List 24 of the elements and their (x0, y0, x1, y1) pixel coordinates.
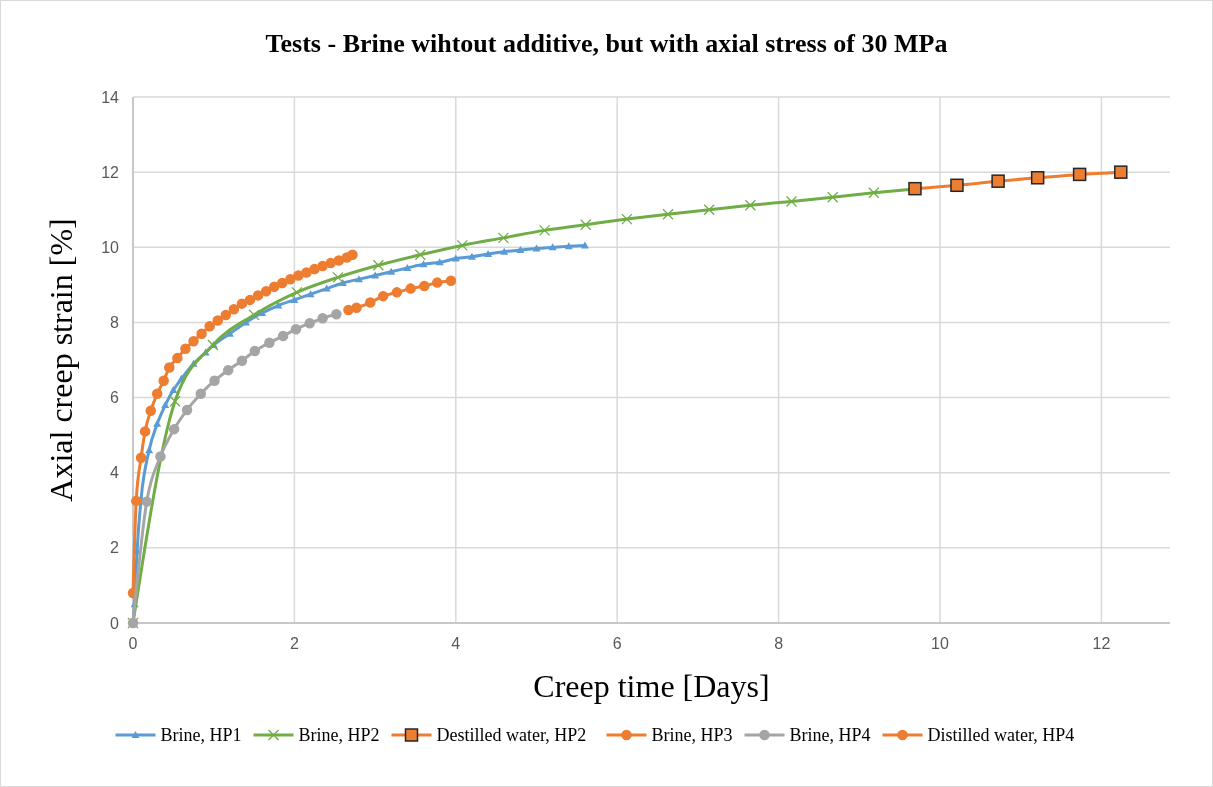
y-tick-label: 14 (101, 88, 120, 106)
legend-label: Brine, HP1 (160, 725, 242, 746)
y-tick-label: 2 (110, 539, 120, 557)
y-tick-label: 10 (101, 238, 120, 256)
x-tick-label: 8 (774, 635, 784, 652)
x-tick-label: 4 (451, 635, 461, 652)
x-tick-label: 10 (931, 635, 949, 652)
x-tick-label: 6 (612, 635, 622, 652)
x-axis-title: Creep time [Days] (533, 668, 770, 704)
y-tick-label: 0 (110, 614, 120, 632)
legend-label: Destilled water, HP2 (436, 725, 587, 746)
legend-label: Distilled water, HP4 (927, 725, 1075, 746)
legend-label: Brine, HP2 (298, 725, 380, 746)
legend-label: Brine, HP3 (651, 725, 733, 746)
y-tick-label: 4 (110, 464, 120, 482)
y-tick-label: 12 (101, 163, 120, 181)
legend-label: Brine, HP4 (789, 725, 871, 746)
y-tick-label: 6 (110, 389, 120, 407)
y-axis-title: Axial creep strain [%] (43, 218, 79, 502)
x-tick-label: 2 (289, 635, 299, 652)
x-tick-label: 0 (128, 635, 138, 652)
x-tick-label: 12 (1092, 635, 1111, 652)
chart-title: Tests - Brine wihtout additive, but with axial stress of 30 MPa (265, 29, 948, 58)
y-tick-label: 8 (110, 314, 120, 332)
